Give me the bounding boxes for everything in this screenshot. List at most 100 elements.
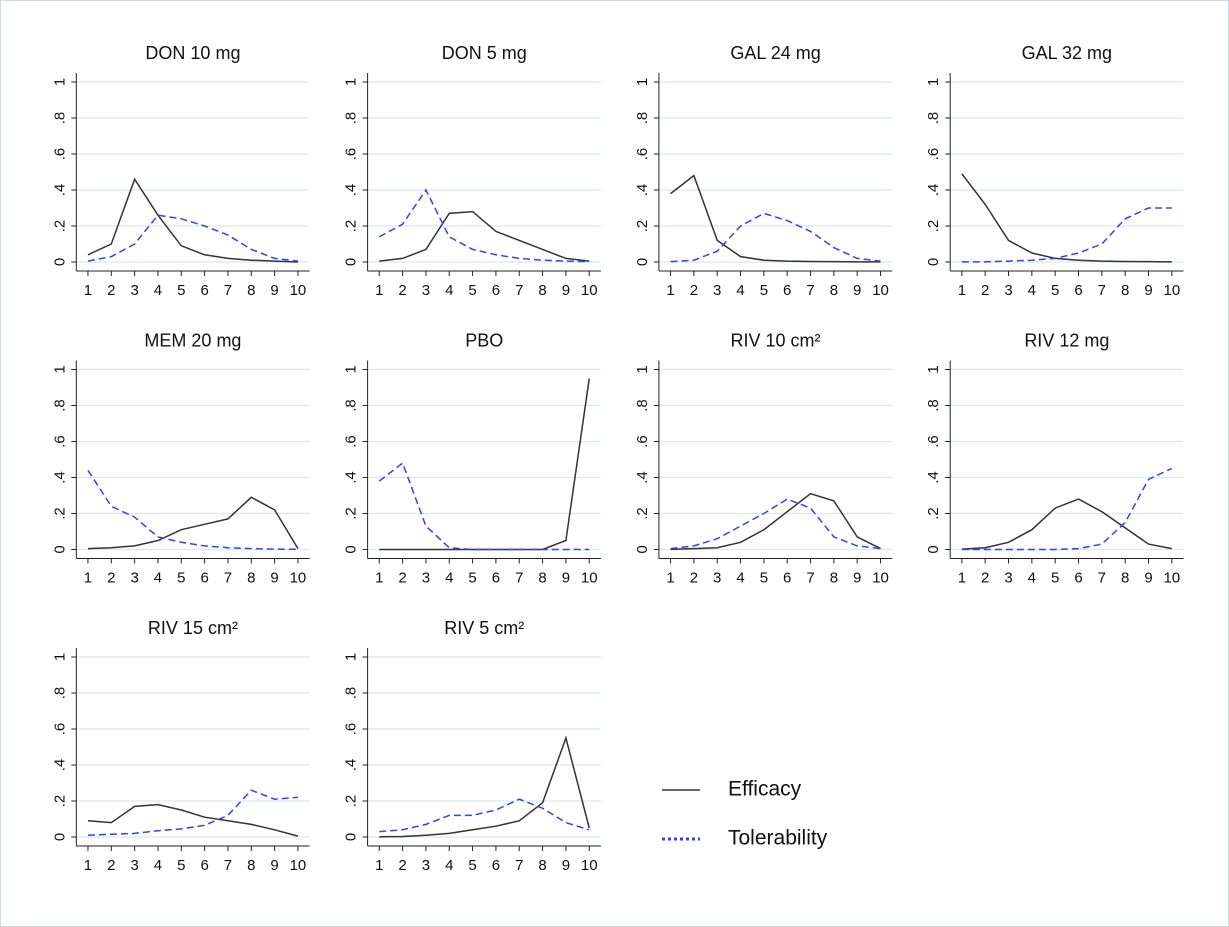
- x-tick-label: 4: [736, 569, 744, 586]
- x-tick-label: 6: [492, 857, 500, 874]
- x-tick-label: 6: [1074, 569, 1082, 586]
- x-tick-label: 8: [830, 569, 838, 586]
- y-tick-label: .8: [343, 687, 360, 700]
- x-tick-label: 10: [290, 569, 307, 586]
- x-tick-label: 2: [981, 569, 989, 586]
- x-tick-label: 2: [981, 282, 989, 299]
- x-tick-label: 3: [130, 282, 138, 299]
- series-line: Efficacy: [87, 496, 299, 550]
- x-tick-label: 9: [853, 569, 861, 586]
- y-tick-label: .4: [343, 759, 360, 772]
- x-tick-label: 10: [290, 282, 307, 299]
- y-tick-label: 1: [343, 653, 360, 661]
- series-line: Tolerability: [670, 498, 881, 550]
- x-tick-label: 3: [1004, 282, 1012, 299]
- x-tick-label: 9: [1144, 569, 1152, 586]
- x-tick-label: 2: [690, 282, 698, 299]
- x-tick-label: 10: [581, 282, 598, 299]
- y-tick-label: .4: [634, 184, 651, 197]
- panel-title: RIV 5 cm²: [444, 618, 524, 638]
- x-tick-label: 9: [1144, 282, 1152, 299]
- y-tick-label: .6: [925, 148, 942, 161]
- x-tick-label: 1: [375, 569, 383, 586]
- x-tick-label: 6: [492, 282, 500, 299]
- x-tick-label: 1: [375, 857, 383, 874]
- x-tick-label: 10: [581, 857, 598, 874]
- x-tick-label: 5: [177, 569, 185, 586]
- x-tick-label: 3: [1004, 569, 1012, 586]
- x-tick-label: 4: [445, 569, 453, 586]
- y-tick-label: .6: [343, 435, 360, 448]
- x-tick-label: 10: [872, 282, 889, 299]
- series-line: [87, 177, 298, 263]
- x-tick-label: 6: [200, 569, 208, 586]
- y-tick-label: .2: [634, 220, 651, 233]
- x-tick-label: 4: [1028, 569, 1036, 586]
- x-tick-label: 9: [562, 282, 570, 299]
- y-tick-label: 1: [925, 78, 942, 86]
- series-line: Tolerability: [961, 467, 1173, 551]
- y-tick-label: .2: [343, 220, 360, 233]
- x-tick-label: 7: [515, 282, 523, 299]
- series-line: Efficacy: [961, 173, 1172, 263]
- y-tick-label: 0: [51, 545, 68, 553]
- y-tick-label: 1: [343, 78, 360, 86]
- x-tick-label: 3: [713, 282, 721, 299]
- series-line: Efficacy: [670, 174, 881, 263]
- y-tick-label: .8: [51, 112, 68, 125]
- panel-title: GAL 32 mg: [1022, 43, 1112, 63]
- x-tick-label: 1: [666, 569, 674, 586]
- y-tick-label: 0: [343, 545, 360, 553]
- x-tick-label: 9: [270, 857, 278, 874]
- x-tick-label: 2: [398, 282, 406, 299]
- y-tick-label: .2: [51, 220, 68, 233]
- x-tick-label: 2: [398, 569, 406, 586]
- x-tick-label: 10: [1163, 282, 1180, 299]
- y-tick-label: 1: [51, 653, 68, 661]
- x-tick-label: 6: [783, 282, 791, 299]
- x-tick-label: 7: [224, 569, 232, 586]
- y-tick-label: 1: [51, 365, 68, 373]
- y-tick-label: 0: [51, 833, 68, 841]
- x-tick-label: 5: [468, 282, 476, 299]
- x-tick-label: 6: [783, 569, 791, 586]
- panel-title: RIV 10 cm²: [731, 330, 821, 350]
- x-tick-label: 7: [1098, 282, 1106, 299]
- y-tick-label: .6: [343, 148, 360, 161]
- panel-title: PBO: [465, 330, 503, 350]
- y-tick-label: .6: [634, 435, 651, 448]
- x-tick-label: 8: [538, 282, 546, 299]
- x-tick-label: 2: [107, 569, 115, 586]
- x-tick-label: 8: [538, 569, 546, 586]
- x-tick-label: 4: [154, 857, 162, 874]
- y-tick-label: .4: [51, 184, 68, 197]
- x-tick-label: 3: [130, 857, 138, 874]
- series-line: Efficacy: [87, 803, 299, 837]
- x-tick-label: 4: [736, 282, 744, 299]
- x-tick-label: 8: [247, 569, 255, 586]
- x-tick-label: 6: [200, 282, 208, 299]
- panel-title: DON 10 mg: [145, 43, 240, 63]
- panel-title: DON 5 mg: [442, 43, 527, 63]
- series-line: Tolerability: [378, 461, 590, 551]
- y-tick-label: .2: [925, 220, 942, 233]
- x-tick-label: 2: [107, 282, 115, 299]
- y-tick-label: .4: [634, 471, 651, 484]
- x-tick-label: 3: [422, 857, 430, 874]
- y-tick-label: .4: [343, 471, 360, 484]
- x-tick-label: 5: [468, 857, 476, 874]
- y-tick-label: 1: [634, 78, 651, 86]
- y-tick-label: .8: [634, 112, 651, 125]
- x-tick-label: 8: [1121, 282, 1129, 299]
- x-tick-label: 8: [538, 857, 546, 874]
- y-tick-label: .6: [51, 723, 68, 736]
- y-tick-label: 0: [925, 258, 942, 266]
- y-tick-label: .6: [51, 148, 68, 161]
- x-tick-label: 4: [1028, 282, 1036, 299]
- x-tick-label: 7: [806, 569, 814, 586]
- x-tick-label: 3: [422, 569, 430, 586]
- x-tick-label: 8: [247, 857, 255, 874]
- x-tick-label: 8: [247, 282, 255, 299]
- y-tick-label: .2: [51, 795, 68, 808]
